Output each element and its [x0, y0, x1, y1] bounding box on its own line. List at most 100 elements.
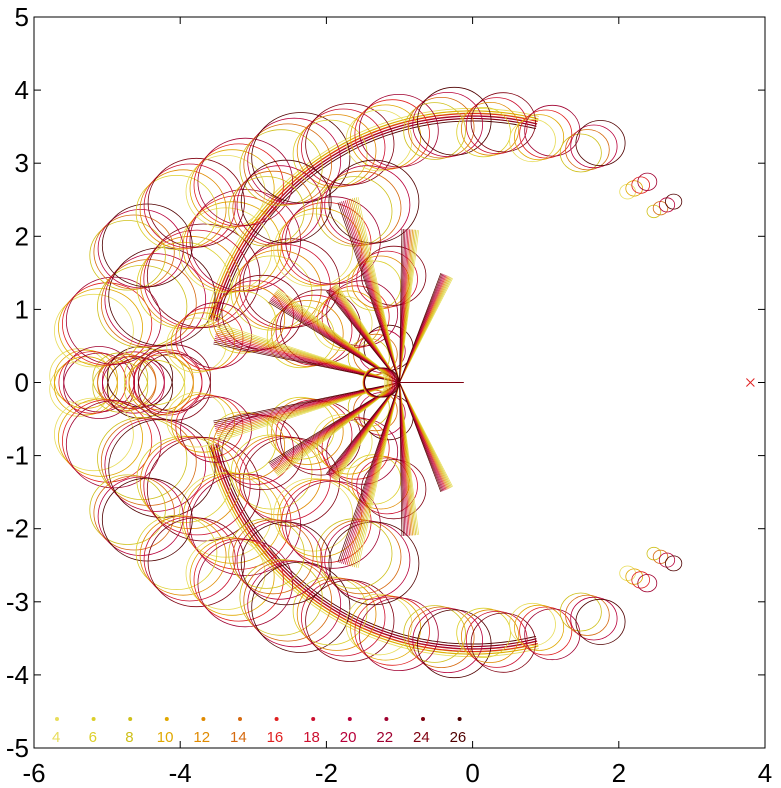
legend: 4 6 8 10 12 14 16 18 20 22 24 26: [52, 717, 466, 746]
locus-loop: [345, 593, 413, 656]
locus-loop: [320, 519, 402, 595]
locus-loop: [236, 165, 323, 245]
locus-loop: [625, 180, 643, 197]
locus-loop: [361, 245, 427, 306]
locus-ray: [326, 382, 400, 474]
legend-label: 20: [340, 729, 357, 746]
locus-loop: [139, 515, 227, 596]
legend-marker: [274, 717, 279, 721]
legend-label: 16: [267, 729, 284, 746]
locus-loop: [93, 475, 175, 551]
legend-label: 10: [157, 729, 174, 746]
locus-loop: [296, 577, 377, 651]
locus-loop: [460, 609, 520, 663]
locus-loop: [180, 396, 252, 463]
locus-loop: [465, 611, 528, 668]
locus-loop: [240, 521, 332, 606]
locus-loop: [403, 605, 466, 663]
x-axis-ticks: -6 -4 -2 0 2 4: [22, 17, 772, 788]
legend-marker: [238, 717, 242, 721]
locus-loop: [232, 170, 314, 246]
locus-loop: [305, 103, 395, 186]
locus-loop: [619, 565, 636, 582]
locus-loop: [143, 163, 236, 249]
locus-arc-upper: [205, 107, 540, 319]
y-tick-label: 3: [15, 148, 29, 178]
locus-loop: [238, 436, 331, 522]
locus-loop: [147, 517, 245, 608]
locus-loop: [240, 159, 332, 244]
legend-marker: [128, 717, 133, 721]
locus-loop: [89, 474, 166, 545]
legend-label: 24: [413, 729, 430, 746]
locus-loop: [123, 359, 186, 417]
legend-label: 22: [376, 729, 393, 746]
locus-loop: [49, 348, 110, 404]
locus-loop: [178, 207, 272, 293]
locus-loop: [519, 606, 573, 656]
legend-marker: [91, 717, 96, 721]
x-tick-label: 4: [758, 758, 772, 788]
y-tick-label: -3: [6, 587, 29, 617]
locus-loop: [143, 436, 251, 536]
y-tick-label: -1: [6, 441, 29, 471]
locus-loop: [189, 149, 275, 228]
locus-loop: [403, 102, 466, 160]
locus-loop: [247, 117, 342, 205]
locus-loop: [135, 515, 218, 591]
locus-loop: [170, 393, 235, 453]
locus-loop: [65, 400, 162, 489]
y-tick-label: -4: [6, 660, 29, 690]
locus-loop: [664, 555, 683, 572]
locus-ray: [399, 272, 442, 383]
locus-loop: [101, 477, 193, 562]
locus-loop: [228, 518, 305, 589]
locus-loop: [456, 107, 511, 158]
locus-loop: [407, 606, 475, 668]
legend-label: 18: [303, 729, 320, 746]
locus-arc-upper: [217, 120, 537, 322]
x-tick-label: -2: [315, 758, 338, 788]
locus-loop: [658, 197, 676, 213]
locus-loop: [301, 108, 386, 187]
locus-loop: [63, 352, 135, 419]
legend-marker: [311, 717, 316, 721]
locus-loop: [619, 183, 636, 200]
locus-ray: [326, 291, 400, 383]
locus-loop: [54, 293, 134, 368]
locus-loop: [208, 290, 277, 354]
locus-loop: [54, 397, 134, 472]
locus-loop: [273, 213, 354, 287]
locus-loop: [178, 471, 272, 558]
locus-loop: [243, 123, 333, 206]
locus-loop: [575, 120, 626, 167]
locus-loop: [514, 114, 565, 161]
locus-loop: [575, 598, 626, 645]
locus-loop: [137, 344, 211, 412]
locus-loop: [407, 96, 475, 159]
locus-loop: [189, 537, 275, 616]
y-tick-label: 4: [15, 75, 29, 105]
locus-loop: [328, 521, 420, 606]
legend-marker: [421, 717, 425, 721]
locus-loop: [135, 174, 218, 250]
y-tick-label: -2: [6, 514, 29, 544]
locus-loop: [100, 417, 197, 506]
locus-loop: [275, 399, 353, 471]
locus-loop: [247, 560, 342, 648]
locus-loop: [514, 604, 565, 651]
locus-loop: [101, 203, 193, 288]
locus-loop: [197, 539, 294, 628]
y-tick-label: 2: [15, 221, 29, 251]
locus-loop: [108, 418, 216, 518]
locus-loop: [236, 520, 323, 600]
locus-loop: [470, 612, 536, 673]
locus-loop: [456, 607, 511, 659]
locus-loop: [631, 176, 650, 194]
x-tick-label: -6: [22, 758, 45, 788]
locus-loop: [197, 137, 294, 226]
locus-loop: [320, 170, 402, 246]
y-tick-label: 5: [15, 2, 29, 32]
y-tick-label: 1: [15, 294, 29, 324]
